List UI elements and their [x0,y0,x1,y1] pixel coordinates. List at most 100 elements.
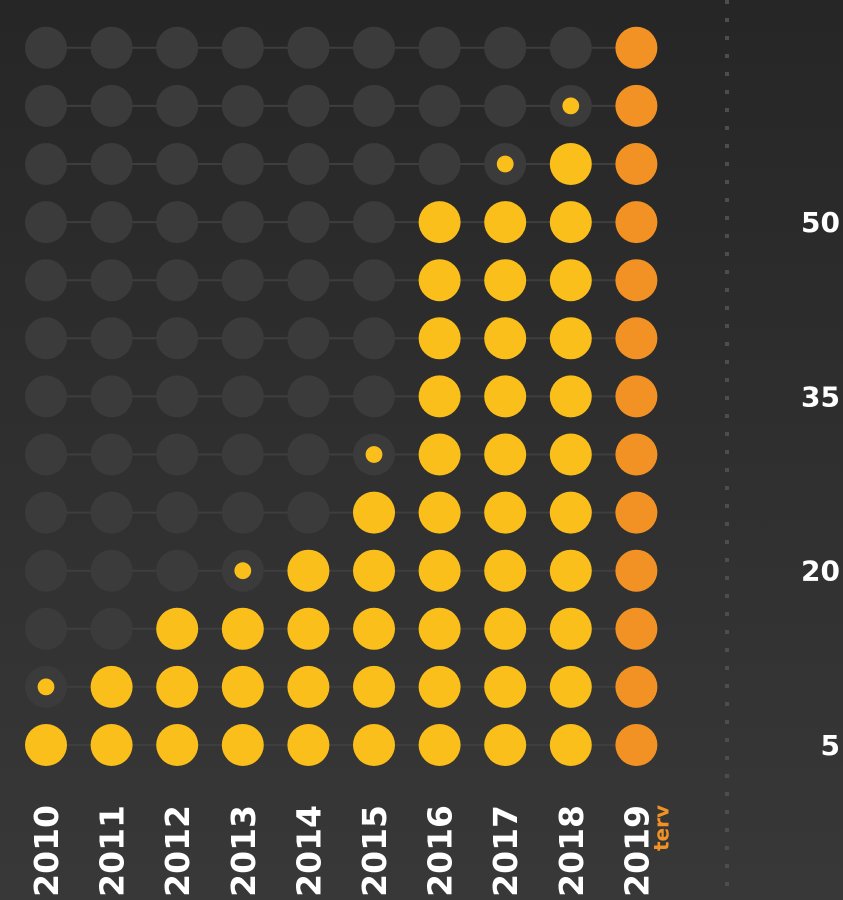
dot-empty [287,491,330,534]
dot-empty [25,143,67,185]
dot-empty [90,317,133,360]
year-labels: 2010 2011 2012 2013 2014 2015 2016 2017 2018 2019… [27,805,673,897]
dot-empty [156,84,199,127]
dot-filled [615,607,658,650]
dot-empty [287,84,330,127]
dot-empty [549,26,592,69]
dot-filled [90,724,133,766]
dot-empty [484,26,527,69]
dot-filled [353,665,395,708]
dot-empty [221,84,264,127]
dot-empty [287,26,330,69]
dot-empty [25,201,67,244]
dot-filled [615,26,658,69]
dot-filled [549,607,592,650]
y-tick-label: 20 [801,555,840,588]
dot-empty [221,259,264,302]
dot-partial [562,97,580,115]
dot-filled [221,724,264,766]
dot-empty [353,143,395,185]
dot-filled [549,201,592,244]
dot-filled [418,549,461,592]
dot-filled [418,433,461,476]
year-label-2015: 2015 [355,805,394,897]
dot-filled [615,317,658,360]
dot-filled [484,433,527,476]
dot-filled [549,549,592,592]
dot-filled [418,317,461,360]
year-label-2013: 2013 [224,805,263,897]
dot-empty [418,84,461,127]
dot-empty [156,259,199,302]
year-sublabel: terv [649,805,673,851]
svg-text:2012: 2012 [158,805,197,897]
year-label-2017: 2017 [486,805,525,897]
dot-empty [90,201,133,244]
dot-filled [25,724,67,766]
dot-empty [25,433,67,476]
y-tick-label: 50 [801,206,840,239]
dot-empty [287,375,330,418]
dot-empty [156,143,199,185]
dot-empty [221,375,264,418]
year-label-2011: 2011 [93,805,132,897]
dot-empty [156,317,199,360]
dot-empty [353,84,395,127]
dot-empty [90,26,133,69]
dot-partial [37,678,55,696]
dot-filled [353,724,395,766]
dot-empty [90,549,133,592]
dot-filled [484,317,527,360]
dot-filled [484,665,527,708]
dot-filled [615,433,658,476]
dot-filled [221,665,264,708]
dot-empty [287,143,330,185]
dot-empty [90,143,133,185]
dot-filled [287,607,330,650]
dot-filled [549,375,592,418]
dot-filled [156,665,199,708]
dot-empty [418,143,461,185]
dot-filled [484,724,527,766]
dot-empty [287,317,330,360]
svg-text:2016: 2016 [421,805,460,897]
dot-empty [287,201,330,244]
dot-empty [25,84,67,127]
svg-text:2019: 2019 [617,805,656,897]
y-tick-label: 35 [801,380,840,413]
svg-text:2018: 2018 [552,805,591,897]
dot-filled [221,607,264,650]
year-label-2012: 2012 [158,805,197,897]
dot-empty [90,375,133,418]
dot-filled [156,607,199,650]
dot-filled [418,491,461,534]
dot-empty [287,433,330,476]
y-tick-label: 5 [821,729,840,762]
dot-filled [353,549,395,592]
dot-empty [90,433,133,476]
dot-filled [418,201,461,244]
dot-empty [353,259,395,302]
dot-filled [549,665,592,708]
dot-filled [484,607,527,650]
dot-filled [484,259,527,302]
dot-filled [615,259,658,302]
dot-filled [418,259,461,302]
dot-filled [549,433,592,476]
dot-filled [484,549,527,592]
dot-empty [90,491,133,534]
dot-filled [615,84,658,127]
dot-empty [25,375,67,418]
dot-empty [221,26,264,69]
dot-empty [221,201,264,244]
dot-empty [25,317,67,360]
dot-filled [615,143,658,185]
dot-filled [549,491,592,534]
dot-empty [90,259,133,302]
dot-empty [484,84,527,127]
dot-filled [287,724,330,766]
year-label-2010: 2010 [27,805,66,897]
dot-empty [25,549,67,592]
dot-empty [221,143,264,185]
